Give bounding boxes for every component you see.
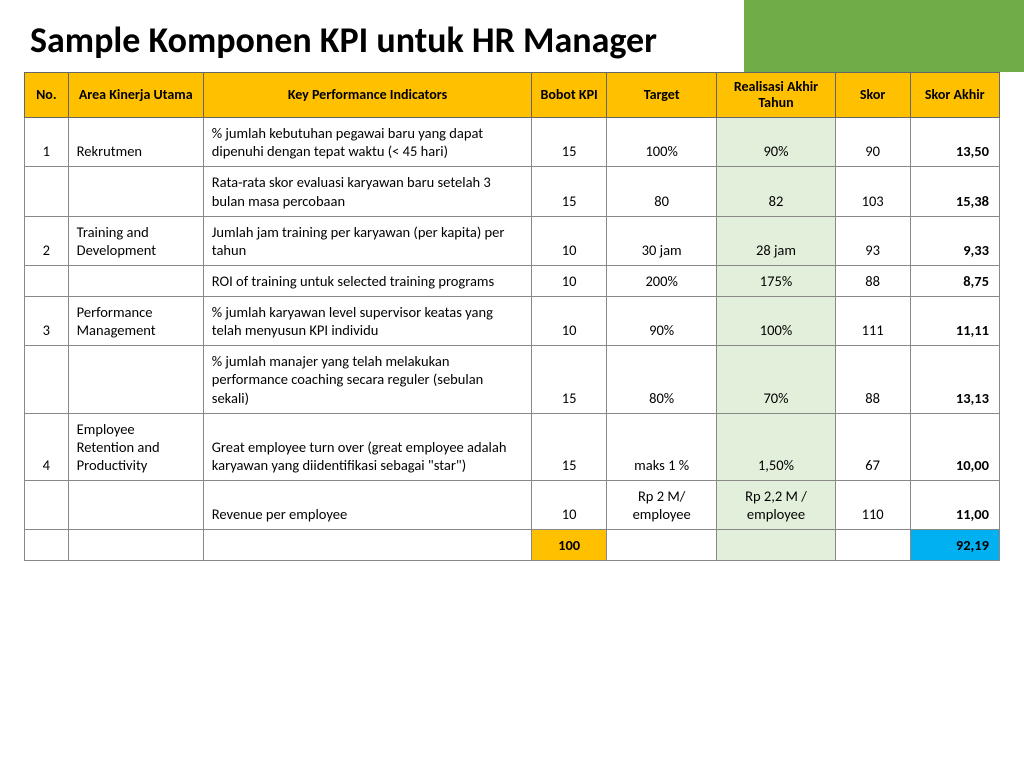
total-blank-area bbox=[68, 530, 203, 561]
total-akhir: 92,19 bbox=[910, 530, 999, 561]
table-row: 4Employee Retention and ProductivityGrea… bbox=[25, 413, 1000, 480]
cell-area bbox=[68, 481, 203, 530]
cell-area: Training and Development bbox=[68, 216, 203, 265]
table-row: 1Rekrutmen% jumlah kebutuhan pegawai bar… bbox=[25, 118, 1000, 167]
cell-no bbox=[25, 167, 69, 216]
table-row: Rata-rata skor evaluasi karyawan baru se… bbox=[25, 167, 1000, 216]
cell-bobot: 15 bbox=[532, 346, 607, 413]
table-row: % jumlah manajer yang telah melakukan pe… bbox=[25, 346, 1000, 413]
cell-skor: 88 bbox=[835, 265, 910, 296]
cell-bobot: 15 bbox=[532, 118, 607, 167]
cell-kpi: % jumlah karyawan level supervisor keata… bbox=[203, 297, 531, 346]
cell-skor: 111 bbox=[835, 297, 910, 346]
cell-akhir: 9,33 bbox=[910, 216, 999, 265]
th-area: Area Kinerja Utama bbox=[68, 73, 203, 118]
total-blank-no bbox=[25, 530, 69, 561]
cell-skor: 110 bbox=[835, 481, 910, 530]
cell-bobot: 15 bbox=[532, 167, 607, 216]
total-blank-target bbox=[607, 530, 717, 561]
cell-realisasi: 1,50% bbox=[717, 413, 835, 480]
cell-realisasi: 175% bbox=[717, 265, 835, 296]
cell-bobot: 10 bbox=[532, 216, 607, 265]
cell-area bbox=[68, 167, 203, 216]
cell-kpi: Great employee turn over (great employee… bbox=[203, 413, 531, 480]
title-bar: Sample Komponen KPI untuk HR Manager bbox=[0, 0, 1024, 72]
th-target: Target bbox=[607, 73, 717, 118]
th-no: No. bbox=[25, 73, 69, 118]
kpi-table: No. Area Kinerja Utama Key Performance I… bbox=[24, 72, 1000, 561]
cell-no bbox=[25, 265, 69, 296]
total-bobot: 100 bbox=[532, 530, 607, 561]
cell-akhir: 15,38 bbox=[910, 167, 999, 216]
page-title: Sample Komponen KPI untuk HR Manager bbox=[30, 18, 657, 62]
cell-target: maks 1 % bbox=[607, 413, 717, 480]
cell-akhir: 11,00 bbox=[910, 481, 999, 530]
cell-skor: 90 bbox=[835, 118, 910, 167]
table-row: ROI of training untuk selected training … bbox=[25, 265, 1000, 296]
cell-no: 3 bbox=[25, 297, 69, 346]
th-skor: Skor bbox=[835, 73, 910, 118]
cell-akhir: 11,11 bbox=[910, 297, 999, 346]
cell-skor: 88 bbox=[835, 346, 910, 413]
cell-bobot: 10 bbox=[532, 297, 607, 346]
cell-realisasi: Rp 2,2 M / employee bbox=[717, 481, 835, 530]
cell-no bbox=[25, 481, 69, 530]
cell-skor: 103 bbox=[835, 167, 910, 216]
cell-akhir: 13,50 bbox=[910, 118, 999, 167]
th-bobot: Bobot KPI bbox=[532, 73, 607, 118]
cell-target: 80 bbox=[607, 167, 717, 216]
table-row: 3Performance Management% jumlah karyawan… bbox=[25, 297, 1000, 346]
cell-area bbox=[68, 346, 203, 413]
cell-target: 30 jam bbox=[607, 216, 717, 265]
cell-realisasi: 82 bbox=[717, 167, 835, 216]
cell-no: 1 bbox=[25, 118, 69, 167]
cell-kpi: % jumlah manajer yang telah melakukan pe… bbox=[203, 346, 531, 413]
th-akhir: Skor Akhir bbox=[910, 73, 999, 118]
cell-kpi: Revenue per employee bbox=[203, 481, 531, 530]
cell-realisasi: 28 jam bbox=[717, 216, 835, 265]
cell-area: Rekrutmen bbox=[68, 118, 203, 167]
cell-akhir: 8,75 bbox=[910, 265, 999, 296]
table-row: Revenue per employee10Rp 2 M/ employeeRp… bbox=[25, 481, 1000, 530]
header-row: No. Area Kinerja Utama Key Performance I… bbox=[25, 73, 1000, 118]
cell-area: Employee Retention and Productivity bbox=[68, 413, 203, 480]
total-blank-kpi bbox=[203, 530, 531, 561]
cell-no: 4 bbox=[25, 413, 69, 480]
cell-target: 200% bbox=[607, 265, 717, 296]
cell-realisasi: 100% bbox=[717, 297, 835, 346]
cell-target: 100% bbox=[607, 118, 717, 167]
cell-bobot: 10 bbox=[532, 481, 607, 530]
cell-no bbox=[25, 346, 69, 413]
cell-akhir: 10,00 bbox=[910, 413, 999, 480]
cell-bobot: 15 bbox=[532, 413, 607, 480]
total-blank-skor bbox=[835, 530, 910, 561]
totals-row: 100 92,19 bbox=[25, 530, 1000, 561]
cell-kpi: % jumlah kebutuhan pegawai baru yang dap… bbox=[203, 118, 531, 167]
cell-kpi: Jumlah jam training per karyawan (per ka… bbox=[203, 216, 531, 265]
cell-area bbox=[68, 265, 203, 296]
cell-akhir: 13,13 bbox=[910, 346, 999, 413]
cell-realisasi: 90% bbox=[717, 118, 835, 167]
cell-no: 2 bbox=[25, 216, 69, 265]
cell-target: Rp 2 M/ employee bbox=[607, 481, 717, 530]
total-blank-realisasi bbox=[717, 530, 835, 561]
kpi-table-wrap: No. Area Kinerja Utama Key Performance I… bbox=[0, 72, 1024, 561]
cell-bobot: 10 bbox=[532, 265, 607, 296]
table-row: 2Training and DevelopmentJumlah jam trai… bbox=[25, 216, 1000, 265]
th-realisasi: Realisasi Akhir Tahun bbox=[717, 73, 835, 118]
th-kpi: Key Performance Indicators bbox=[203, 73, 531, 118]
cell-realisasi: 70% bbox=[717, 346, 835, 413]
cell-target: 90% bbox=[607, 297, 717, 346]
cell-kpi: ROI of training untuk selected training … bbox=[203, 265, 531, 296]
cell-kpi: Rata-rata skor evaluasi karyawan baru se… bbox=[203, 167, 531, 216]
cell-skor: 93 bbox=[835, 216, 910, 265]
cell-skor: 67 bbox=[835, 413, 910, 480]
cell-target: 80% bbox=[607, 346, 717, 413]
cell-area: Performance Management bbox=[68, 297, 203, 346]
